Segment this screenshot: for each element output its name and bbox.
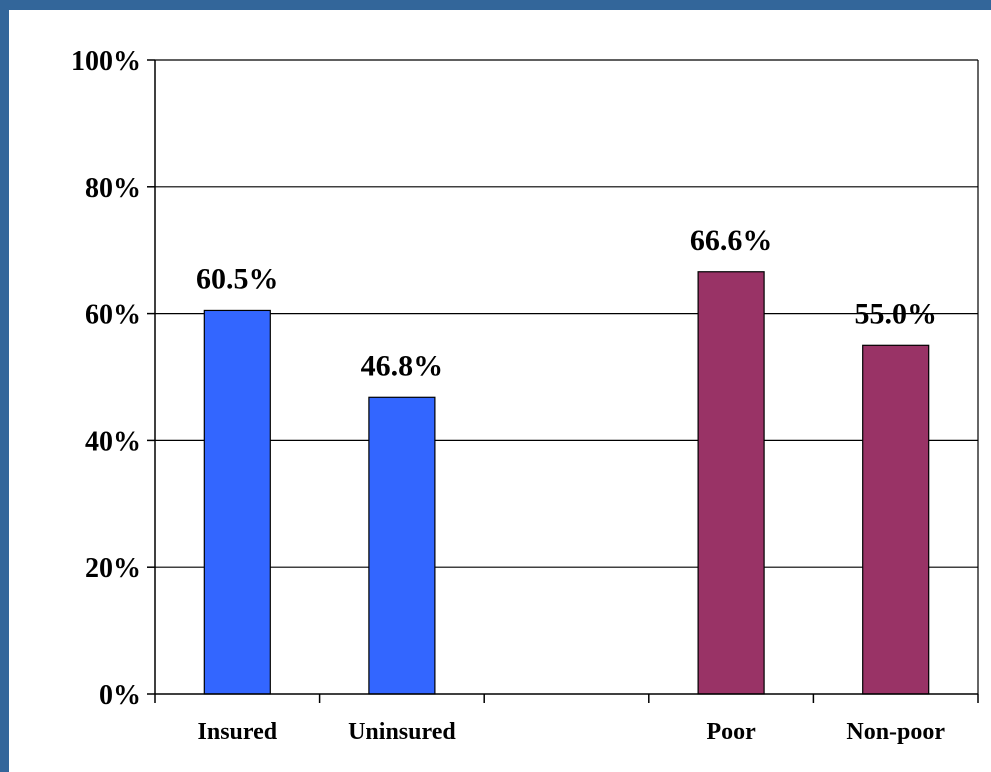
y-tick-label: 20% [85, 553, 141, 584]
category-label: Non-poor [846, 719, 945, 745]
bars [203, 271, 930, 695]
category-label: Poor [706, 719, 756, 745]
data-label: 46.8% [361, 349, 444, 382]
data-label: 66.6% [690, 224, 773, 257]
y-tick-label: 60% [85, 300, 141, 331]
data-label: 55.0% [854, 297, 937, 330]
y-tick-label: 40% [85, 426, 141, 457]
axes [147, 59, 979, 703]
category-label: Insured [198, 719, 278, 745]
y-tick-label: 80% [85, 173, 141, 204]
y-tick-label: 100% [71, 46, 141, 77]
category-label: Uninsured [348, 719, 456, 745]
bar-uninsured [368, 396, 436, 695]
chart-frame [9, 10, 991, 772]
bar-insured [203, 309, 271, 695]
bar-poor [697, 271, 765, 695]
labels: 0% 20% 40% 60% 80% 100% 60.5% Insured 46.8% Unins… [71, 46, 945, 745]
gridlines [155, 59, 978, 568]
bar-non-poor [862, 344, 930, 695]
y-tick-label: 0% [99, 680, 141, 711]
data-label: 60.5% [196, 262, 279, 295]
